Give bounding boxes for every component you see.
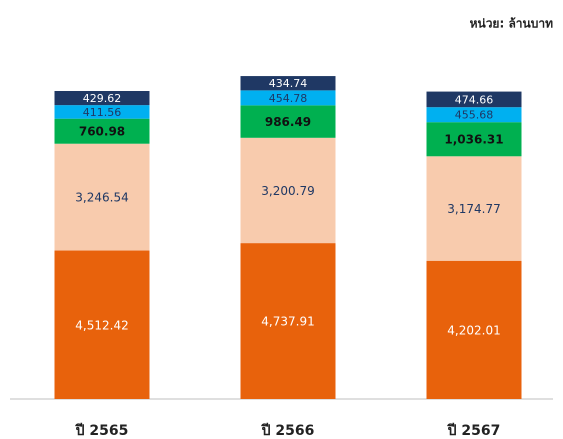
- value-label: 434.74: [269, 77, 308, 90]
- bar-segment: [54, 118, 150, 144]
- bar-segment: [54, 105, 150, 119]
- value-label: 455.68: [455, 109, 494, 122]
- bar-segment: [54, 143, 150, 251]
- value-label: 429.62: [83, 92, 122, 105]
- value-label: 3,246.54: [75, 191, 128, 205]
- value-label: 454.78: [269, 92, 308, 105]
- value-label: 3,174.77: [447, 202, 500, 216]
- bar-segment: [240, 90, 336, 106]
- x-tick-label: ปี 2567: [446, 423, 500, 439]
- bar-segment: [240, 243, 336, 399]
- value-label: 411.56: [83, 106, 122, 119]
- bar-segment: [426, 156, 522, 261]
- value-label: 4,737.91: [261, 315, 314, 329]
- value-label: 986.49: [265, 115, 311, 129]
- value-label: 760.98: [79, 125, 125, 139]
- value-label: 4,512.42: [75, 318, 128, 332]
- x-tick-label: ปี 2565: [74, 423, 128, 439]
- bar-segment: [426, 260, 522, 399]
- bar-segment: [240, 137, 336, 244]
- bar-segment: [240, 105, 336, 138]
- bar-segment: [426, 107, 522, 123]
- bar-segment: [54, 90, 150, 106]
- bar-segment: [240, 76, 336, 91]
- x-tick-label: ปี 2566: [260, 423, 314, 439]
- value-label: 474.66: [455, 93, 494, 106]
- bar-segment: [426, 91, 522, 108]
- value-label: 1,036.31: [444, 133, 503, 147]
- bar-segment: [54, 250, 150, 399]
- value-label: 4,202.01: [447, 323, 500, 337]
- unit-label: หน่วย: ล้านบาท: [470, 17, 554, 31]
- value-label: 3,200.79: [261, 184, 314, 198]
- bar-segment: [426, 122, 522, 157]
